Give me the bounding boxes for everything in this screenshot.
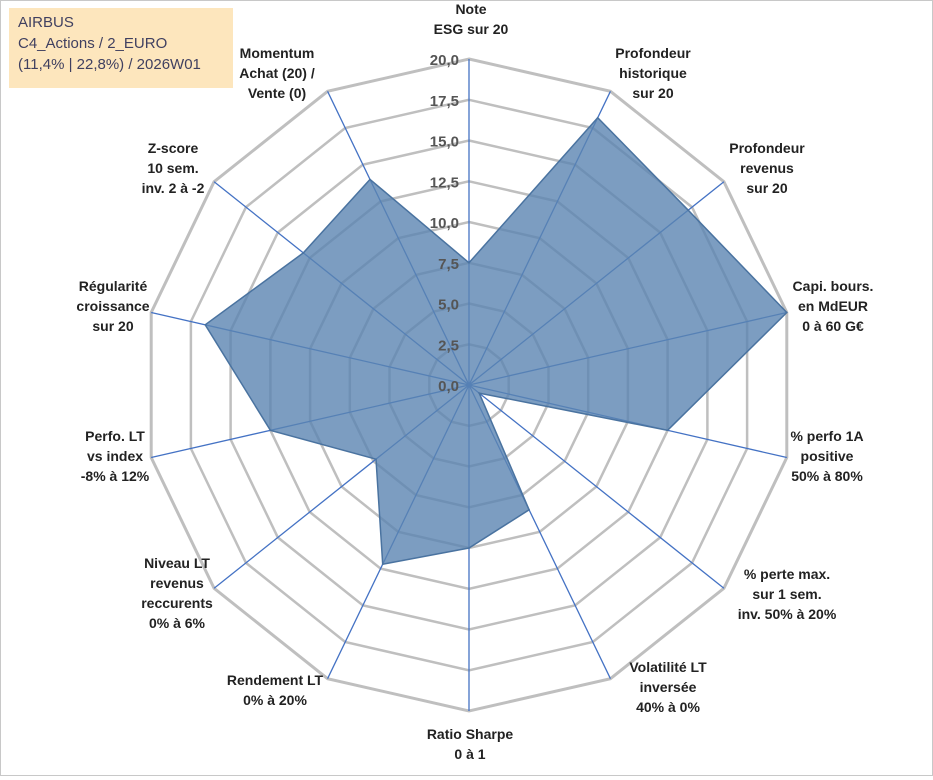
axis-label-line: Ratio Sharpe (427, 726, 514, 742)
tick-label: 17,5 (430, 93, 459, 110)
tick-label: 7,5 (438, 256, 459, 273)
tick-label: 12,5 (430, 174, 459, 191)
axis-label: Perfo. LT vs index -8% à 12% (81, 428, 150, 484)
tick-layer: 0,0 2,5 5,0 7,5 10,0 12,5 15,0 17,5 20,0 (430, 52, 459, 395)
axis-label-line: 50% à 80% (791, 468, 863, 484)
axis-label-line: Niveau LT (144, 555, 210, 571)
axis-label-line: 0% à 20% (243, 692, 307, 708)
tick-label: 0,0 (438, 378, 459, 395)
axis-label-line: sur 20 (92, 318, 133, 334)
axis-label-line: historique (619, 65, 687, 81)
axis-label-line: revenus (150, 575, 204, 591)
tick-label: 2,5 (438, 337, 459, 354)
stats-line: (11,4% | 22,8%) / 2026W01 (18, 56, 201, 73)
spoke-line (468, 384, 725, 589)
axis-label-line: Profondeur (615, 45, 691, 61)
axis-label-line: sur 20 (632, 85, 673, 101)
data-point (381, 563, 384, 565)
axis-label: % perfo 1A positive 50% à 80% (790, 428, 863, 484)
data-point (468, 547, 470, 549)
axis-label-line: Capi. bours. (793, 278, 874, 294)
axis-label-line: inv. 2 à -2 (142, 180, 205, 196)
axis-label-line: inversée (640, 679, 697, 695)
axis-label: Momentum Achat (20) / Vente (0) (239, 45, 315, 101)
axis-label-line: Momentum (240, 45, 315, 61)
axis-label-line: sur 20 (746, 180, 787, 196)
axis-label: Ratio Sharpe 0 à 1 (427, 726, 514, 762)
axis-label-line: ESG sur 20 (434, 21, 509, 37)
company-name: AIRBUS (18, 14, 74, 31)
data-point (375, 458, 377, 461)
series-area (204, 116, 788, 566)
axis-label-layer: Note ESG sur 20 Profondeur historique sur 20… (76, 1, 873, 762)
data-point (369, 178, 371, 181)
axis-label-line: croissance (76, 298, 149, 314)
axis-label: Profondeur revenus sur 20 (729, 140, 805, 196)
data-point (528, 509, 530, 511)
data-point (666, 429, 669, 432)
axis-label: Note ESG sur 20 (434, 1, 509, 37)
axis-label-line: revenus (740, 160, 794, 176)
axis-label-line: Z-score (148, 140, 199, 156)
axis-label-line: positive (801, 448, 854, 464)
axis-label-line: reccurents (141, 595, 213, 611)
axis-label-line: Vente (0) (248, 85, 306, 101)
data-point (302, 252, 305, 254)
axis-label-line: Achat (20) / (239, 65, 315, 81)
axis-label-line: vs index (87, 448, 143, 464)
tick-label: 15,0 (430, 134, 459, 151)
axis-label-line: 0 à 60 G€ (802, 318, 864, 334)
axis-label: Régularité croissance sur 20 (76, 278, 149, 334)
axis-label: Rendement LT 0% à 20% (227, 672, 324, 708)
axis-label-line: 10 sem. (147, 160, 198, 176)
axis-label: Niveau LT revenus reccurents 0% à 6% (141, 555, 213, 631)
axis-label-line: inv. 50% à 20% (738, 606, 837, 622)
data-point (786, 311, 788, 314)
tick-label: 10,0 (430, 215, 459, 232)
axis-label-line: Perfo. LT (85, 428, 145, 444)
axis-label-line: -8% à 12% (81, 468, 150, 484)
category-line: C4_Actions / 2_EURO (18, 35, 168, 52)
axis-label-line: 40% à 0% (636, 699, 700, 715)
axis-label: % perte max. sur 1 sem. inv. 50% à 20% (738, 566, 837, 622)
data-point (596, 116, 599, 119)
tick-label: 5,0 (438, 297, 459, 314)
axis-label: Volatilité LT inversée 40% à 0% (629, 659, 707, 715)
axis-label: Capi. bours. en MdEUR 0 à 60 G€ (793, 278, 874, 334)
tick-label: 20,0 (430, 52, 459, 69)
data-point (204, 324, 206, 326)
axis-label-line: en MdEUR (798, 298, 868, 314)
axis-label-line: % perfo 1A (790, 428, 863, 444)
axis-label: Z-score 10 sem. inv. 2 à -2 (142, 140, 205, 196)
axis-label-line: % perte max. (744, 566, 830, 582)
series-layer (204, 116, 788, 566)
axis-label-line: 0% à 6% (149, 615, 206, 631)
data-point (269, 429, 272, 432)
axis-label-line: Rendement LT (227, 672, 324, 688)
axis-label-line: Profondeur (729, 140, 805, 156)
axis-label-line: 0 à 1 (454, 746, 485, 762)
data-point (478, 392, 481, 394)
data-point (468, 262, 470, 264)
axis-label-line: sur 1 sem. (752, 586, 821, 602)
axis-label-line: Volatilité LT (629, 659, 707, 675)
axis-label: Profondeur historique sur 20 (615, 45, 691, 101)
data-point (687, 209, 689, 211)
chart-header-box: AIRBUS C4_Actions / 2_EURO (11,4% | 22,8… (9, 8, 233, 88)
axis-label-line: Régularité (79, 278, 148, 294)
axis-label-line: Note (455, 1, 486, 17)
